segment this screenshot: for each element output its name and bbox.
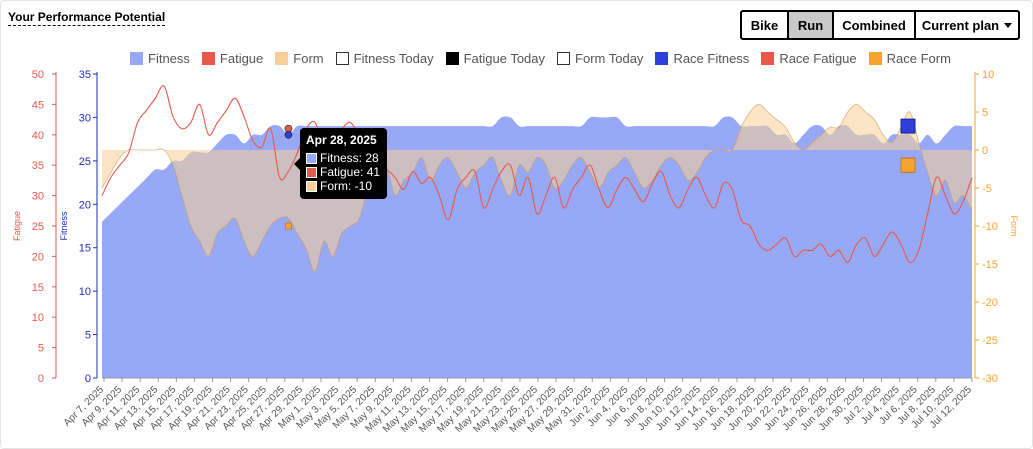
form-tick-label: 5 (982, 107, 988, 119)
fitness-tick-label: 5 (85, 330, 91, 342)
plan-dropdown[interactable]: Current plan (914, 10, 1020, 40)
fatigue-tick-label: 40 (32, 130, 44, 142)
legend-label: Race Fatigue (779, 50, 857, 66)
combined-button[interactable]: Combined (832, 10, 916, 40)
legend-item-race-fatigue[interactable]: Race Fatigue (761, 50, 857, 66)
fitness-tick-label: 20 (79, 199, 91, 211)
chevron-down-icon (1004, 22, 1013, 28)
legend-item-fitness-today[interactable]: Fitness Today (335, 50, 434, 66)
fitness-today-marker (284, 130, 293, 139)
legend-swatch (130, 51, 143, 65)
legend-item-fatigue-today[interactable]: Fatigue Today (445, 50, 546, 66)
fatigue-tick-label: 25 (32, 221, 44, 233)
legend-label: Form Today (575, 50, 644, 66)
legend-swatch (868, 51, 882, 65)
fatigue-tick-label: 5 (38, 343, 44, 355)
fatigue-tick-label: 20 (32, 251, 44, 263)
tooltip-fitness: Fitness: 28 (320, 151, 379, 165)
form-tick-label: 10 (982, 69, 994, 81)
legend-item-form-today[interactable]: Form Today (557, 51, 643, 66)
fitness-swatch (306, 152, 317, 164)
legend-swatch (761, 51, 775, 65)
form-axis-title: Form (1009, 216, 1019, 237)
legend-label: Fatigue Today (463, 50, 546, 66)
legend-item-race-fitness[interactable]: Race Fitness (655, 51, 749, 66)
page-title: Your Performance Potential (8, 10, 166, 26)
tooltip-arrow (294, 158, 300, 170)
legend-swatch (557, 51, 571, 65)
fatigue-swatch (306, 166, 317, 178)
form-tick-label: -15 (982, 259, 998, 271)
tooltip-fatigue: Fatigue: 41 (320, 165, 381, 179)
fitness-tick-label: 30 (79, 112, 91, 124)
legend-swatch (201, 51, 215, 65)
legend-label: Form (293, 50, 324, 66)
form-tick-label: -20 (982, 297, 998, 309)
fatigue-tick-label: 0 (38, 373, 44, 385)
fitness-tick-label: 0 (85, 373, 91, 385)
tooltip-row-fitness: Fitness: 28 (306, 151, 381, 165)
fitness-axis-title: Fitness (59, 211, 69, 241)
form-area (102, 104, 972, 272)
chart-legend: Fitness Fatigue Form Fitness Today Fatigue T… (130, 49, 963, 67)
form-line (101, 103, 973, 273)
race-form-marker (900, 157, 916, 173)
legend-label: Race Form (886, 50, 951, 66)
form-tick-label: -10 (982, 221, 998, 233)
bike-button[interactable]: Bike (740, 10, 789, 40)
form-tick-label: -5 (982, 183, 992, 195)
tooltip-row-fatigue: Fatigue: 41 (306, 165, 381, 179)
form-tick-label: 0 (982, 145, 988, 157)
legend-item-fitness[interactable]: Fitness (130, 51, 190, 66)
legend-label: Race Fitness (673, 50, 750, 66)
form-today-marker (285, 222, 292, 230)
form-tick-label: -25 (982, 335, 998, 347)
legend-item-form[interactable]: Form (275, 50, 324, 66)
fatigue-tick-label: 35 (32, 160, 44, 172)
fitness-tick-label: 35 (79, 69, 91, 81)
tooltip-row-form: Form: -10 (306, 179, 381, 193)
form-tick-label: -30 (982, 373, 998, 385)
fatigue-axis-title: Fatigue (12, 211, 22, 241)
fatigue-line (101, 85, 973, 264)
legend-item-fatigue[interactable]: Fatigue (201, 50, 264, 66)
legend-swatch (335, 51, 349, 65)
fitness-tick-label: 25 (79, 156, 91, 168)
fatigue-tick-label: 10 (32, 312, 44, 324)
form-swatch (306, 180, 317, 192)
chart-tooltip: Apr 28, 2025 Fitness: 28 Fatigue: 41 For… (294, 128, 387, 199)
legend-item-race-form[interactable]: Race Form (868, 50, 951, 66)
legend-label: Fatigue (219, 50, 264, 66)
tooltip-form: Form: -10 (320, 179, 373, 193)
fitness-tick-label: 10 (79, 286, 91, 298)
legend-swatch (445, 51, 459, 65)
fitness-tick-label: 15 (79, 243, 91, 255)
race-fitness-marker (900, 118, 916, 134)
tooltip-title: Apr 28, 2025 (306, 133, 377, 147)
fatigue-tick-label: 50 (32, 69, 44, 81)
legend-label: Fitness (148, 50, 190, 66)
sport-selector: Bike Run Combined Current plan (740, 10, 1020, 40)
legend-swatch (655, 51, 669, 65)
plan-dropdown-label: Current plan (921, 17, 1000, 33)
fatigue-tick-label: 30 (32, 191, 44, 203)
fatigue-tick-label: 45 (32, 99, 44, 111)
legend-label: Fitness Today (353, 50, 434, 66)
fatigue-tick-label: 15 (32, 282, 44, 294)
legend-swatch (275, 51, 289, 65)
